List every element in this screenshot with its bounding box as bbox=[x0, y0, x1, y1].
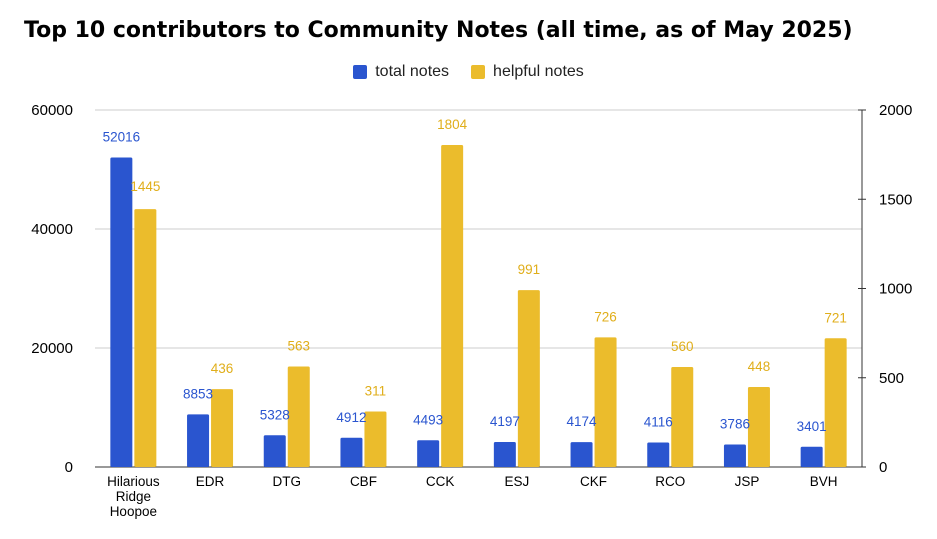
bar-helpful-notes bbox=[824, 338, 847, 467]
x-category-label: BVH bbox=[810, 474, 838, 489]
bar-total-notes bbox=[340, 437, 363, 467]
bar-helpful-notes bbox=[211, 389, 234, 467]
data-label-total-notes: 52016 bbox=[103, 130, 141, 145]
legend-item-helpful-notes[interactable]: helpful notes bbox=[471, 63, 584, 81]
data-label-helpful-notes: 560 bbox=[671, 339, 694, 354]
y-right-tick-label: 500 bbox=[879, 370, 904, 387]
bar-total-notes bbox=[110, 157, 133, 467]
legend-label-helpful-notes: helpful notes bbox=[493, 63, 584, 80]
legend: total notes helpful notes bbox=[0, 63, 937, 81]
data-label-helpful-notes: 726 bbox=[594, 309, 617, 324]
bar-helpful-notes bbox=[287, 366, 310, 467]
data-label-total-notes: 5328 bbox=[260, 407, 290, 422]
x-category-label: JSP bbox=[735, 474, 760, 489]
bar-total-notes bbox=[723, 444, 746, 467]
legend-label-total-notes: total notes bbox=[375, 63, 450, 80]
bar-helpful-notes bbox=[517, 290, 540, 467]
data-label-total-notes: 8853 bbox=[183, 386, 213, 401]
y-left-tick-label: 60000 bbox=[31, 102, 73, 119]
x-category-label: CBF bbox=[350, 474, 377, 489]
x-category-label: DTG bbox=[273, 474, 302, 489]
data-label-total-notes: 4174 bbox=[567, 414, 598, 429]
bar-helpful-notes bbox=[134, 209, 157, 467]
legend-swatch-total-notes bbox=[353, 65, 368, 79]
bar-total-notes bbox=[263, 435, 286, 467]
y-right-tick-label: 0 bbox=[879, 459, 887, 476]
legend-swatch-helpful-notes bbox=[471, 65, 486, 79]
bar-helpful-notes bbox=[671, 367, 694, 467]
data-label-helpful-notes: 448 bbox=[748, 359, 771, 374]
data-label-total-notes: 4116 bbox=[644, 415, 673, 430]
bar-total-notes bbox=[647, 442, 670, 467]
x-category-label: CKF bbox=[580, 474, 607, 489]
bar-helpful-notes bbox=[747, 387, 770, 467]
data-label-total-notes: 3401 bbox=[797, 419, 827, 434]
x-category-label: Ridge bbox=[116, 489, 151, 504]
data-label-helpful-notes: 1445 bbox=[130, 179, 160, 194]
data-label-helpful-notes: 721 bbox=[824, 310, 847, 325]
bar-helpful-notes bbox=[594, 337, 617, 467]
data-label-total-notes: 3786 bbox=[720, 416, 750, 431]
bar-helpful-notes bbox=[364, 411, 387, 467]
bar-total-notes bbox=[493, 442, 516, 467]
bar-total-notes bbox=[570, 442, 593, 467]
data-label-total-notes: 4912 bbox=[336, 410, 366, 425]
bar-helpful-notes bbox=[441, 144, 464, 467]
x-category-label: RCO bbox=[655, 474, 685, 489]
x-category-label: CCK bbox=[426, 474, 455, 489]
data-label-helpful-notes: 436 bbox=[211, 361, 234, 376]
y-right-tick-label: 1500 bbox=[879, 191, 912, 208]
x-category-label: ESJ bbox=[504, 474, 529, 489]
data-label-helpful-notes: 991 bbox=[518, 262, 541, 277]
bar-total-notes bbox=[800, 446, 823, 467]
y-left-tick-label: 40000 bbox=[31, 221, 73, 238]
y-right-tick-label: 2000 bbox=[879, 102, 912, 119]
x-category-label: Hoopoe bbox=[110, 504, 157, 519]
data-label-total-notes: 4197 bbox=[490, 414, 520, 429]
x-category-label: EDR bbox=[196, 474, 225, 489]
bar-total-notes bbox=[187, 414, 210, 467]
y-left-tick-label: 20000 bbox=[31, 340, 73, 357]
data-label-total-notes: 4493 bbox=[413, 412, 443, 427]
x-category-label: Hilarious bbox=[107, 474, 160, 489]
y-left-tick-label: 0 bbox=[65, 459, 73, 476]
legend-item-total-notes[interactable]: total notes bbox=[353, 63, 449, 81]
data-label-helpful-notes: 311 bbox=[365, 383, 387, 398]
data-label-helpful-notes: 1804 bbox=[437, 117, 468, 132]
bar-total-notes bbox=[417, 440, 440, 467]
y-right-tick-label: 1000 bbox=[879, 281, 912, 298]
data-label-helpful-notes: 563 bbox=[287, 339, 310, 354]
chart-title: Top 10 contributors to Community Notes (… bbox=[24, 18, 853, 43]
